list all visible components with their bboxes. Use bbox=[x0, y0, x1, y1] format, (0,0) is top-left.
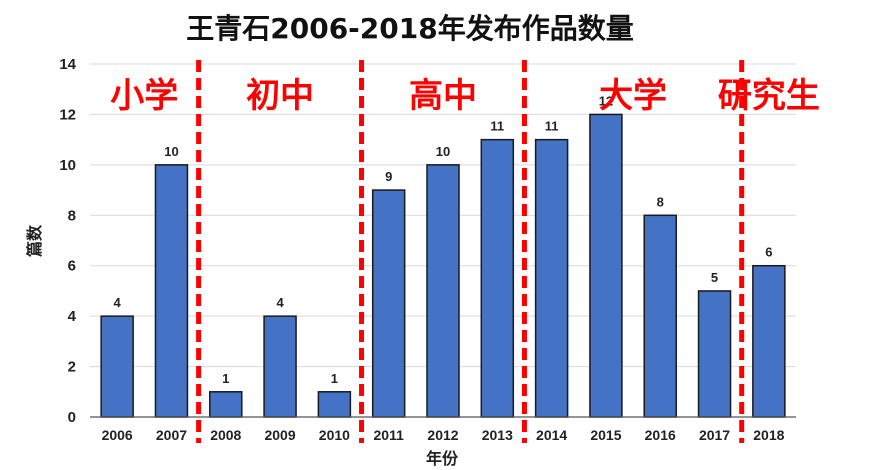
period-label: 小学 bbox=[110, 76, 178, 116]
period-dividers bbox=[196, 60, 745, 443]
period-labels: 小学 初中 高中 大学 研究生 bbox=[110, 76, 820, 116]
bar bbox=[426, 164, 460, 418]
x-tick-label: 2010 bbox=[319, 427, 350, 443]
y-axis-label: 篇数 bbox=[25, 224, 44, 258]
data-label: 1 bbox=[222, 371, 229, 386]
y-tick-label: 12 bbox=[59, 106, 76, 123]
y-tick-label: 0 bbox=[68, 409, 76, 426]
data-label: 12 bbox=[599, 93, 613, 108]
y-tick-label: 4 bbox=[68, 308, 77, 325]
data-label: 6 bbox=[765, 245, 772, 260]
data-label: 4 bbox=[114, 295, 122, 310]
bar bbox=[317, 391, 352, 418]
data-label: 1 bbox=[331, 371, 338, 386]
bar bbox=[263, 315, 297, 418]
bar bbox=[752, 264, 786, 418]
chart-title: 王青石2006-2018年发布作品数量 bbox=[186, 12, 633, 45]
x-tick-label: 2016 bbox=[645, 427, 676, 443]
data-label: 10 bbox=[436, 144, 450, 159]
x-axis-label: 年份 bbox=[426, 449, 459, 468]
bar bbox=[589, 113, 623, 418]
data-label: 11 bbox=[490, 119, 504, 134]
x-tick-label: 2007 bbox=[156, 427, 187, 443]
bar bbox=[154, 164, 189, 418]
data-label: 10 bbox=[164, 144, 178, 159]
data-label: 4 bbox=[276, 295, 284, 310]
period-label: 高中 bbox=[409, 76, 477, 116]
x-tick-label: 2006 bbox=[102, 427, 133, 443]
period-label: 初中 bbox=[246, 76, 314, 116]
data-label: 8 bbox=[657, 194, 664, 209]
bar bbox=[480, 138, 515, 418]
data-labels: 4 10 1 4 1 9 10 11 11 12 8 5 6 bbox=[114, 93, 773, 385]
x-tick-label: 2015 bbox=[590, 427, 621, 443]
data-label: 9 bbox=[385, 169, 392, 184]
y-axis-ticks: 0 2 4 6 8 10 12 14 bbox=[59, 56, 76, 426]
y-tick-label: 6 bbox=[68, 258, 76, 275]
x-tick-label: 2012 bbox=[427, 427, 458, 443]
bar bbox=[371, 189, 406, 418]
data-label: 5 bbox=[711, 270, 718, 285]
bar bbox=[100, 315, 134, 418]
x-tick-label: 2008 bbox=[210, 427, 241, 443]
bar bbox=[534, 138, 569, 418]
x-tick-label: 2014 bbox=[536, 427, 567, 443]
x-tick-label: 2011 bbox=[374, 427, 405, 443]
y-tick-label: 14 bbox=[59, 56, 76, 73]
y-tick-label: 10 bbox=[59, 157, 76, 174]
bar bbox=[643, 214, 677, 418]
x-tick-label: 2018 bbox=[753, 427, 784, 443]
x-tick-label: 2017 bbox=[699, 427, 730, 443]
period-label: 大学 bbox=[599, 76, 667, 116]
x-tick-label: 2013 bbox=[482, 427, 513, 443]
y-tick-label: 2 bbox=[68, 359, 76, 376]
y-tick-label: 8 bbox=[68, 207, 76, 224]
bars bbox=[100, 113, 786, 418]
data-label: 11 bbox=[545, 119, 559, 134]
bar bbox=[209, 391, 243, 418]
x-tick-label: 2009 bbox=[264, 427, 295, 443]
bar bbox=[697, 290, 732, 418]
x-axis-ticks: 2006 2007 2008 2009 2010 2011 2012 2013 2014 2015… bbox=[102, 427, 785, 443]
period-label: 研究生 bbox=[718, 76, 820, 116]
